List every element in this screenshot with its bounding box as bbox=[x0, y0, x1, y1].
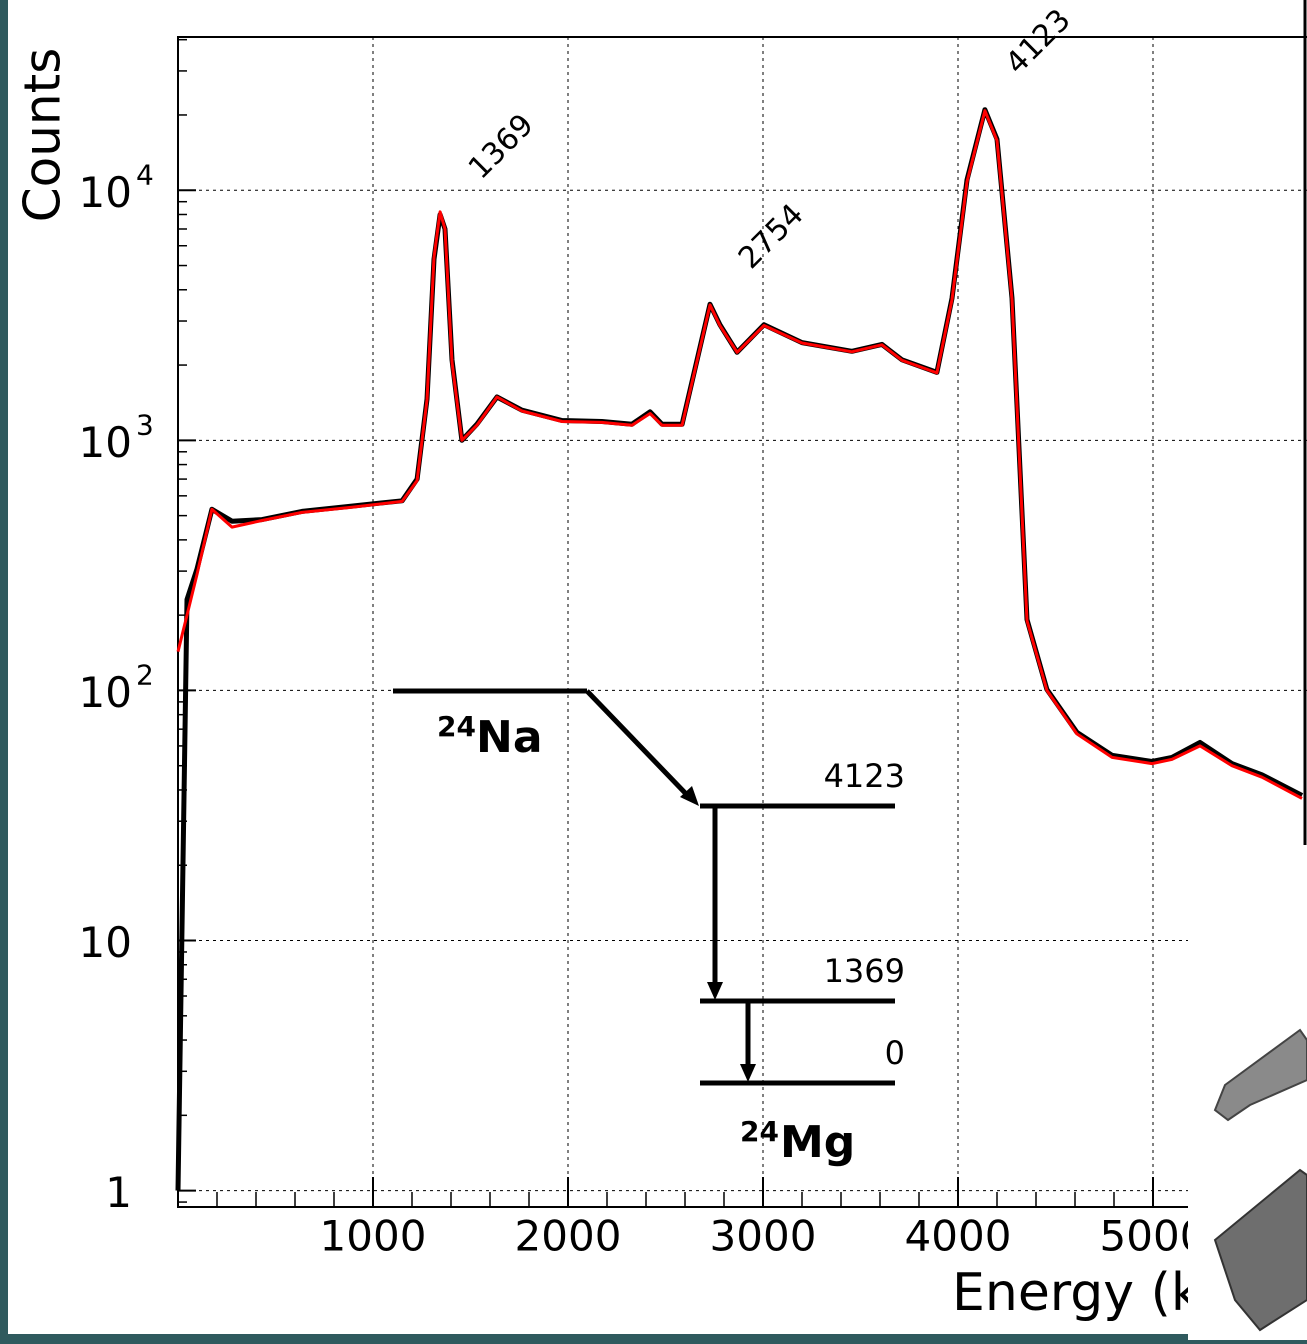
y-tick-label: 1 bbox=[105, 1168, 132, 1217]
level-label: 4123 bbox=[824, 757, 905, 795]
background bbox=[8, 0, 1307, 1334]
arrow-heads bbox=[680, 786, 756, 1082]
daughter-mass: 24 bbox=[740, 1115, 779, 1148]
level-label: 0 bbox=[885, 1034, 905, 1072]
y-tick-exponent: 4 bbox=[136, 158, 154, 191]
detector-part bbox=[1213, 1028, 1307, 1122]
x-tick-label: 1000 bbox=[320, 1212, 427, 1261]
y-tick-exponent: 3 bbox=[136, 408, 154, 441]
y-tick-exponent: 2 bbox=[136, 658, 154, 691]
y-tick-label: 10 bbox=[79, 168, 132, 217]
arrow-head bbox=[680, 786, 699, 806]
x-tick-label: 2000 bbox=[515, 1212, 622, 1261]
y-tick-label: 10 bbox=[79, 418, 132, 467]
beta-arrow bbox=[585, 689, 692, 800]
x-tick-label: 3000 bbox=[710, 1212, 817, 1261]
arrow-head bbox=[707, 982, 723, 1000]
y-tick-label: 10 bbox=[79, 668, 132, 717]
arrow-head bbox=[740, 1064, 756, 1082]
level-scheme bbox=[393, 688, 895, 1086]
parent-symbol: Na bbox=[476, 712, 543, 763]
spectrum-line bbox=[176, 109, 1303, 800]
level-label: 1369 bbox=[824, 952, 905, 990]
parent-mass: 24 bbox=[437, 710, 476, 743]
y-tick-label: 10 bbox=[79, 918, 132, 967]
detector-overlay bbox=[1188, 940, 1307, 1340]
daughter-symbol: Mg bbox=[780, 1117, 855, 1168]
y-axis-title: Counts bbox=[14, 48, 72, 223]
detector-part bbox=[1213, 1168, 1307, 1332]
plot-frame bbox=[177, 36, 1307, 1208]
x-tick-label: 4000 bbox=[905, 1212, 1012, 1261]
